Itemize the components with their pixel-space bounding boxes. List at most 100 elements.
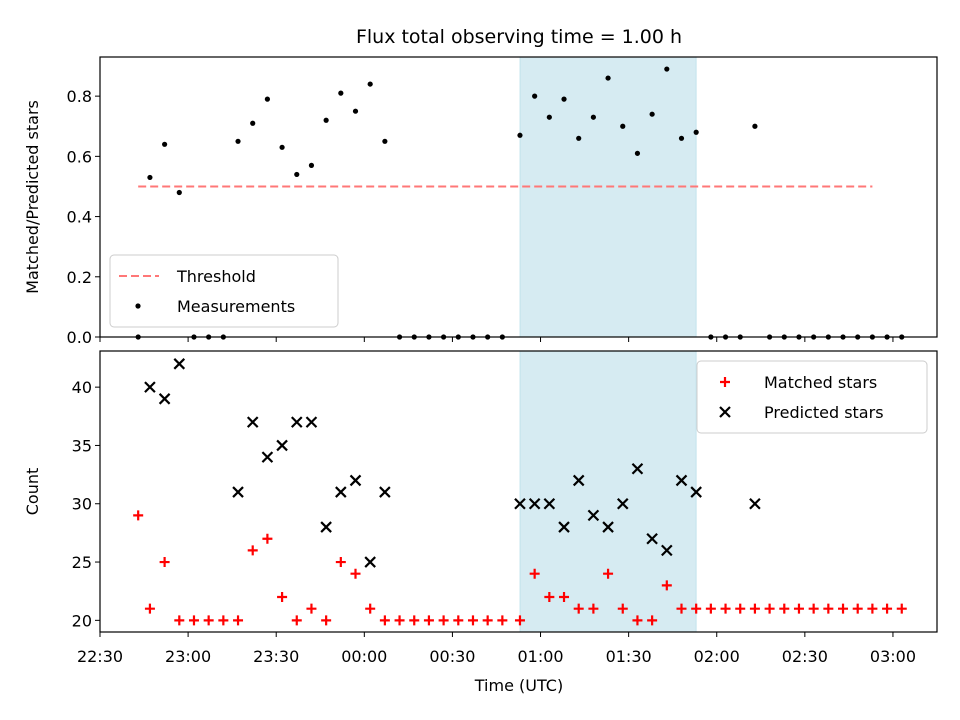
matched-point [394,615,405,626]
matched-point [617,603,628,614]
matched-point [882,603,893,614]
x-tick-label: 23:00 [165,647,211,666]
legend-box [696,360,928,434]
predicted-point [558,521,570,533]
predicted-point [646,532,658,545]
measurement-point [250,120,256,126]
matched-point [335,557,346,568]
y-tick-label: 35 [72,436,92,455]
y-tick-label: 40 [72,378,92,397]
matched-point [676,603,687,614]
predicted-point [320,521,332,533]
legend-box [109,254,339,328]
predicted-point [335,486,347,498]
matched-point [203,615,214,626]
y-axis-label: Count [23,468,42,516]
matched-point [559,592,570,603]
measurement-point [352,108,359,114]
measurement-point [605,75,611,81]
matched-point [423,615,434,626]
measurement-point [382,138,388,144]
legend-matched-swatch [720,377,730,387]
x-tick-label: 02:30 [782,647,828,666]
predicted-point [572,474,585,487]
matched-point [453,615,464,626]
measurement-point [147,174,153,181]
measurement-point [162,141,168,147]
legend-label: Predicted stars [764,403,884,422]
matched-point [133,510,144,521]
measurement-point [279,144,285,150]
measurement-point [590,114,596,120]
measurement-point [546,114,552,120]
y-tick-label: 0.0 [67,328,92,347]
predicted-point [587,509,600,522]
matched-point [514,615,525,626]
matched-point [793,603,804,614]
matched-point [896,603,907,614]
predicted-point [349,474,362,487]
matched-point [661,580,672,591]
measurement-point [664,66,670,72]
predicted-point [276,439,288,452]
predicted-point [675,474,688,487]
matched-point [603,568,614,579]
matched-point [482,615,493,626]
matched-point [409,615,420,626]
measurement-point [176,189,182,196]
x-tick-label: 02:00 [694,647,740,666]
y-tick-label: 0.6 [67,147,92,166]
measurement-point [532,93,538,99]
matched-point [691,603,702,614]
legend-measurement-swatch [135,303,141,309]
legend: Matched stars Predicted stars [696,360,928,434]
chart-title: Flux total observing time = 1.00 h [356,26,682,48]
matched-point [350,568,361,579]
measurement-point [620,123,626,129]
x-tick-label: 00:00 [341,647,387,666]
measurement-point [308,162,315,168]
measurement-point [649,111,655,117]
panel-2: 20 25 30 35 40 22:30 23:00 23:30 00:00 00:30 01:00… [23,350,938,666]
predicted-point [246,416,259,428]
matched-point [277,592,288,603]
measurement-point [678,135,685,141]
matched-point [573,603,584,614]
highlight-span [519,56,697,338]
predicted-point [690,486,702,498]
legend-label: Measurements [177,297,295,316]
matched-point [144,603,155,614]
predicted-point [543,497,556,510]
matched-point [647,615,658,626]
predicted-point [158,393,171,405]
predicted-point [514,497,526,510]
matched-point [867,603,878,614]
matched-point [808,603,819,614]
matched-point [838,603,849,614]
measurement-point [561,96,567,102]
matched-point [321,615,332,626]
axes-frame [99,350,938,633]
predicted-point [631,462,644,475]
matched-point [218,615,229,626]
predicted-point [232,486,244,498]
matched-point [379,615,390,626]
predicted-point [173,358,186,370]
y-tick-label: 20 [72,611,92,630]
predicted-point [290,416,303,428]
measurement-point [235,138,241,144]
y-tick-label: 0.8 [67,87,92,106]
measurement-point [338,90,344,96]
measurement-point [752,123,758,129]
predicted-point [364,556,376,568]
panel-1: 0.0 0.2 0.4 0.6 0.8 Matched/Predicted stars Th… [23,56,938,347]
predicted-point [749,497,761,510]
matched-point [233,615,244,626]
y-tick-label: 25 [72,553,92,572]
highlight-span [519,350,697,633]
matched-point [749,603,760,614]
predicted-point [144,381,156,393]
matched-point [529,568,540,579]
matched-point [467,615,478,626]
measurement-point [576,135,582,141]
